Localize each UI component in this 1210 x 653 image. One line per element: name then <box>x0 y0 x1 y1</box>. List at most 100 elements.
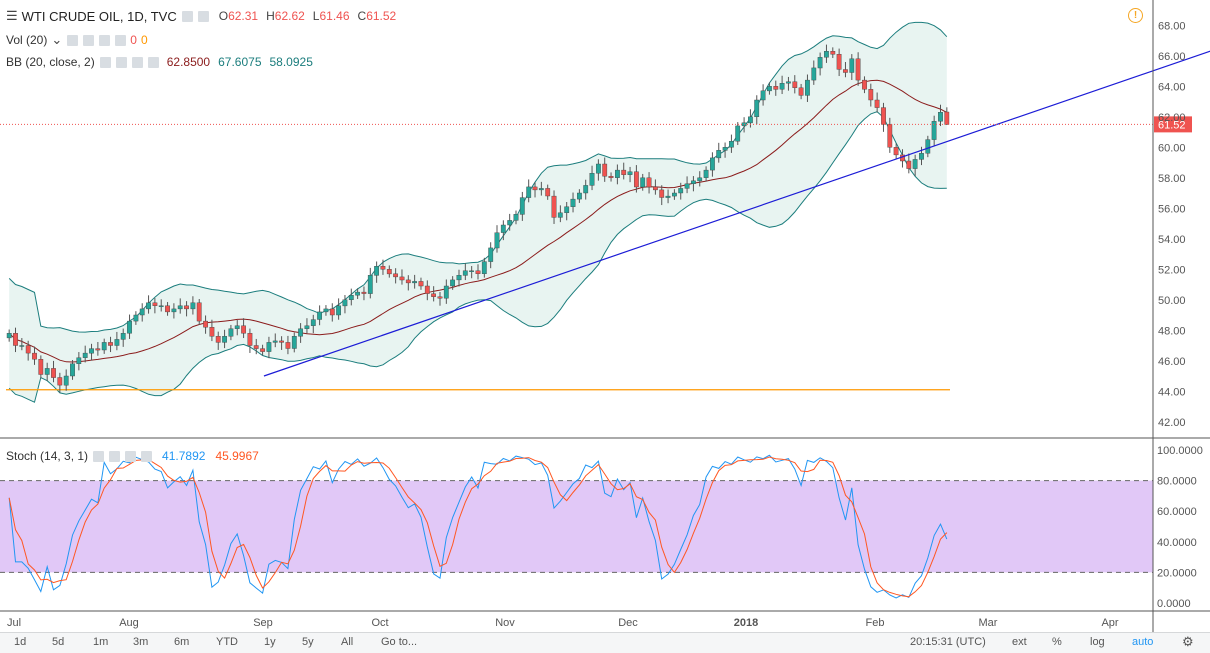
candle <box>355 291 360 296</box>
settings-icon[interactable] <box>131 56 143 68</box>
candle <box>291 336 297 349</box>
eye-icon[interactable] <box>67 34 79 46</box>
candle <box>919 153 924 160</box>
timeframe-1m[interactable]: 1m <box>93 636 109 648</box>
candle <box>551 195 557 218</box>
timeframe-ytd[interactable]: YTD <box>216 636 238 648</box>
candle <box>152 302 158 306</box>
candle <box>203 320 208 328</box>
candle <box>393 273 398 278</box>
candle <box>653 186 658 191</box>
candle <box>361 291 367 294</box>
close-icon[interactable] <box>147 56 159 68</box>
candle <box>114 339 120 346</box>
candle <box>184 305 189 310</box>
toggle-percent[interactable]: % <box>1052 636 1062 648</box>
candle <box>247 333 253 346</box>
candle <box>608 175 614 178</box>
candle <box>925 139 931 154</box>
bb-basis-line <box>8 79 948 363</box>
stoch-label: Stoch (14, 3, 1) <box>6 449 89 463</box>
candle <box>545 188 551 197</box>
timeframe-5y[interactable]: 5y <box>302 636 314 648</box>
candle <box>329 308 335 316</box>
time-tick-label: Apr <box>1101 617 1118 629</box>
candle <box>133 314 139 322</box>
timeframe-1y[interactable]: 1y <box>264 636 276 648</box>
time-tick-label: Mar <box>979 617 998 629</box>
chart-canvas[interactable]: 61.52 68.00 66.00 64.00 62.00 60.00 58.00 56.00… <box>0 0 1210 632</box>
candle <box>253 345 259 349</box>
gear-icon[interactable]: ⚙ <box>1182 634 1194 649</box>
chevron-down-icon[interactable]: ⌄ <box>51 32 63 47</box>
candle <box>317 311 322 320</box>
price-tick-label: 62.00 <box>1158 112 1186 124</box>
candle <box>177 305 183 310</box>
candle <box>298 328 303 337</box>
settings-icon[interactable] <box>125 450 137 462</box>
settings-icon[interactable] <box>197 10 209 22</box>
candle <box>310 319 316 326</box>
time-tick-label: 2018 <box>734 617 758 629</box>
eye-icon[interactable] <box>93 450 105 462</box>
timeframe-6m[interactable]: 6m <box>174 636 190 648</box>
vol-value-1: 0 <box>130 33 137 47</box>
candle <box>215 336 221 343</box>
stoch-k-value: 41.7892 <box>162 449 206 463</box>
candle <box>399 276 405 281</box>
candle <box>843 69 848 73</box>
candle <box>44 368 50 375</box>
candle <box>25 345 31 354</box>
candle <box>127 320 132 334</box>
goto-button[interactable]: Go to... <box>381 636 418 648</box>
candle <box>57 377 63 386</box>
candle <box>513 214 519 221</box>
candle <box>418 281 424 287</box>
candle <box>773 86 779 90</box>
bb-upper-value: 67.6075 <box>218 55 262 69</box>
toggle-ext[interactable]: ext <box>1012 636 1027 648</box>
candle <box>158 305 164 307</box>
ohlc-o: O62.31 <box>218 9 259 23</box>
timeframe-3m[interactable]: 3m <box>133 636 149 648</box>
candle <box>171 308 177 313</box>
close-icon[interactable] <box>115 34 127 46</box>
timeframe-all[interactable]: All <box>341 636 354 648</box>
stoch-d-value: 45.9967 <box>215 449 259 463</box>
candle <box>805 79 810 96</box>
settings-icon[interactable] <box>83 34 95 46</box>
candle <box>640 177 646 188</box>
close-icon[interactable] <box>141 450 153 462</box>
candle <box>583 185 589 194</box>
eye-icon[interactable] <box>99 56 111 68</box>
settings-icon[interactable] <box>109 450 121 462</box>
timeframe-5d[interactable]: 5d <box>52 636 65 648</box>
collapse-icon[interactable]: ☰ <box>6 8 18 23</box>
price-tick-label: 54.00 <box>1158 234 1186 246</box>
candle <box>19 345 25 347</box>
price-pane[interactable] <box>0 21 1210 403</box>
toggle-auto[interactable]: auto <box>1132 636 1154 648</box>
hide-icon[interactable] <box>181 10 193 22</box>
candle <box>89 348 94 354</box>
settings-icon[interactable] <box>99 34 111 46</box>
candle <box>931 121 937 140</box>
settings-icon[interactable] <box>115 56 127 68</box>
toggle-log[interactable]: log <box>1090 636 1105 648</box>
candle <box>748 116 753 124</box>
stoch-legend: Stoch (14, 3, 1) 41.7892 45.9967 <box>6 449 259 463</box>
candle <box>222 336 227 343</box>
candle <box>526 186 532 198</box>
alert-icon[interactable]: ! <box>1128 8 1143 23</box>
candle <box>190 302 196 310</box>
price-tick-label: 42.00 <box>1158 417 1186 429</box>
stochastic-pane[interactable] <box>0 454 1153 599</box>
candle <box>697 177 703 182</box>
candle <box>304 325 310 329</box>
trendline[interactable] <box>263 42 1210 377</box>
volume-legend: Vol (20) ⌄ 0 0 <box>6 32 148 48</box>
bb-lower-value: 58.0925 <box>269 55 313 69</box>
candle <box>32 352 37 360</box>
candle <box>475 270 481 274</box>
timeframe-1d[interactable]: 1d <box>14 636 27 648</box>
